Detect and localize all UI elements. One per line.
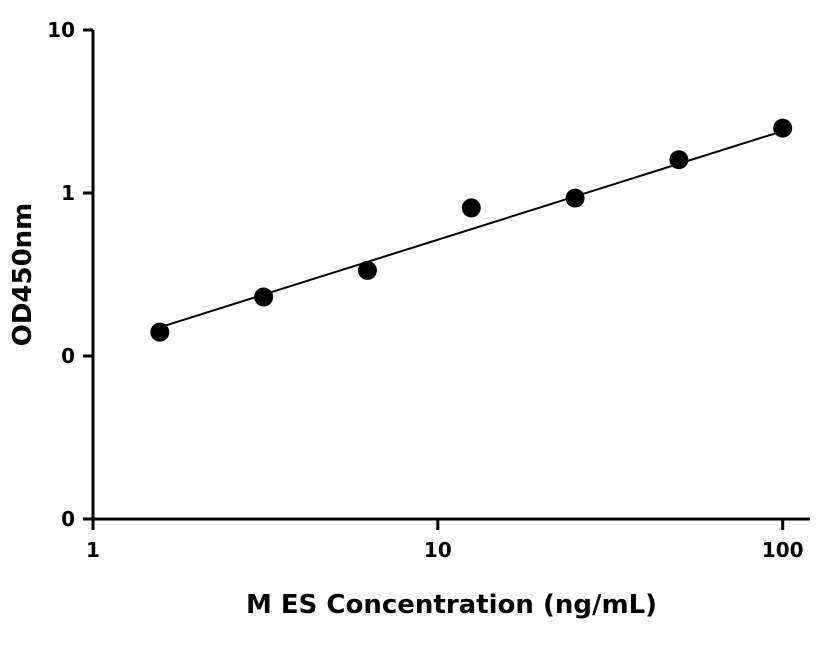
x-tick-label-2: 100 (762, 538, 804, 562)
y-axis-title: OD450nm (8, 203, 38, 347)
data-point-0-4 (565, 188, 585, 208)
x-axis-title: M ES Concentration (ng/mL) (246, 590, 657, 620)
y-tick-label-3: 10 (47, 18, 75, 42)
data-points (150, 118, 793, 342)
y-tick-label-0: 0 (61, 507, 75, 531)
x-tick-label-1: 10 (424, 538, 452, 562)
data-point-0-6 (773, 118, 793, 138)
data-point-0-0 (150, 322, 170, 342)
data-point-0-3 (461, 198, 481, 218)
data-point-0-1 (254, 287, 274, 307)
data-point-0-5 (669, 150, 689, 170)
data-point-0-2 (357, 260, 377, 280)
y-axis-ticks: 0 0 1 10 (47, 18, 93, 531)
y-tick-label-1: 0 (61, 344, 75, 368)
x-tick-label-0: 1 (86, 538, 100, 562)
y-tick-label-2: 1 (61, 181, 75, 205)
fit-line (159, 130, 783, 329)
x-axis-ticks: 1 10 100 (86, 519, 804, 562)
